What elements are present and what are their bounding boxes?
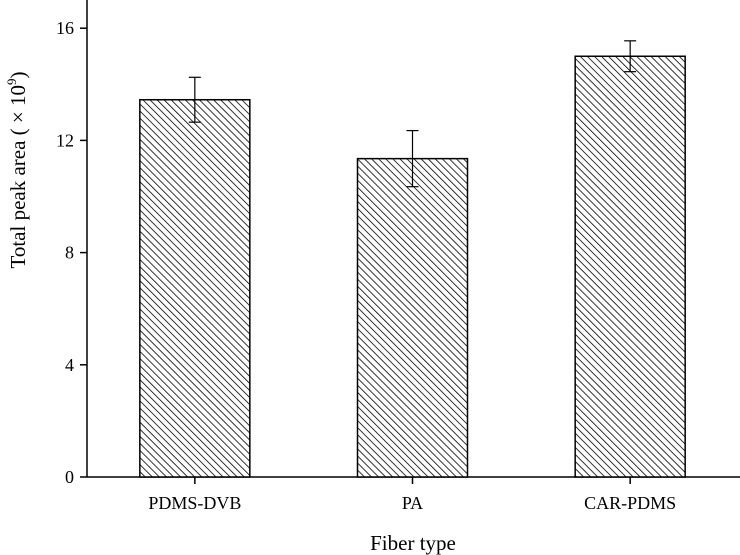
bars (139, 55, 686, 478)
y-axis-title-text: Total peak area ( × 10 (6, 85, 30, 269)
y-tick-label: 16 (56, 18, 74, 38)
error-bar (188, 76, 201, 123)
x-axis-title: Fiber type (370, 531, 456, 555)
bar (356, 157, 469, 478)
y-axis-title-superscript: 9 (4, 78, 19, 85)
y-axis-ticks: 0 4 8 12 16 (56, 18, 87, 487)
bar (574, 55, 686, 478)
x-tick-label: CAR-PDMS (584, 493, 676, 513)
y-axis-title: Total peak area ( × 109) (4, 71, 30, 268)
y-tick-label: 8 (65, 243, 74, 263)
error-bar (406, 129, 419, 188)
y-tick-label: 0 (65, 467, 74, 487)
x-tick-label: PDMS-DVB (148, 493, 241, 513)
bar (139, 98, 251, 478)
error-bars (188, 40, 637, 188)
y-tick-label: 12 (56, 130, 74, 150)
y-tick-label: 4 (65, 355, 74, 375)
error-bar (624, 40, 637, 73)
y-axis-title-suffix: ) (6, 71, 30, 78)
x-axis-ticks: PDMS-DVB PA CAR-PDMS (148, 477, 676, 513)
x-tick-label: PA (402, 493, 423, 513)
